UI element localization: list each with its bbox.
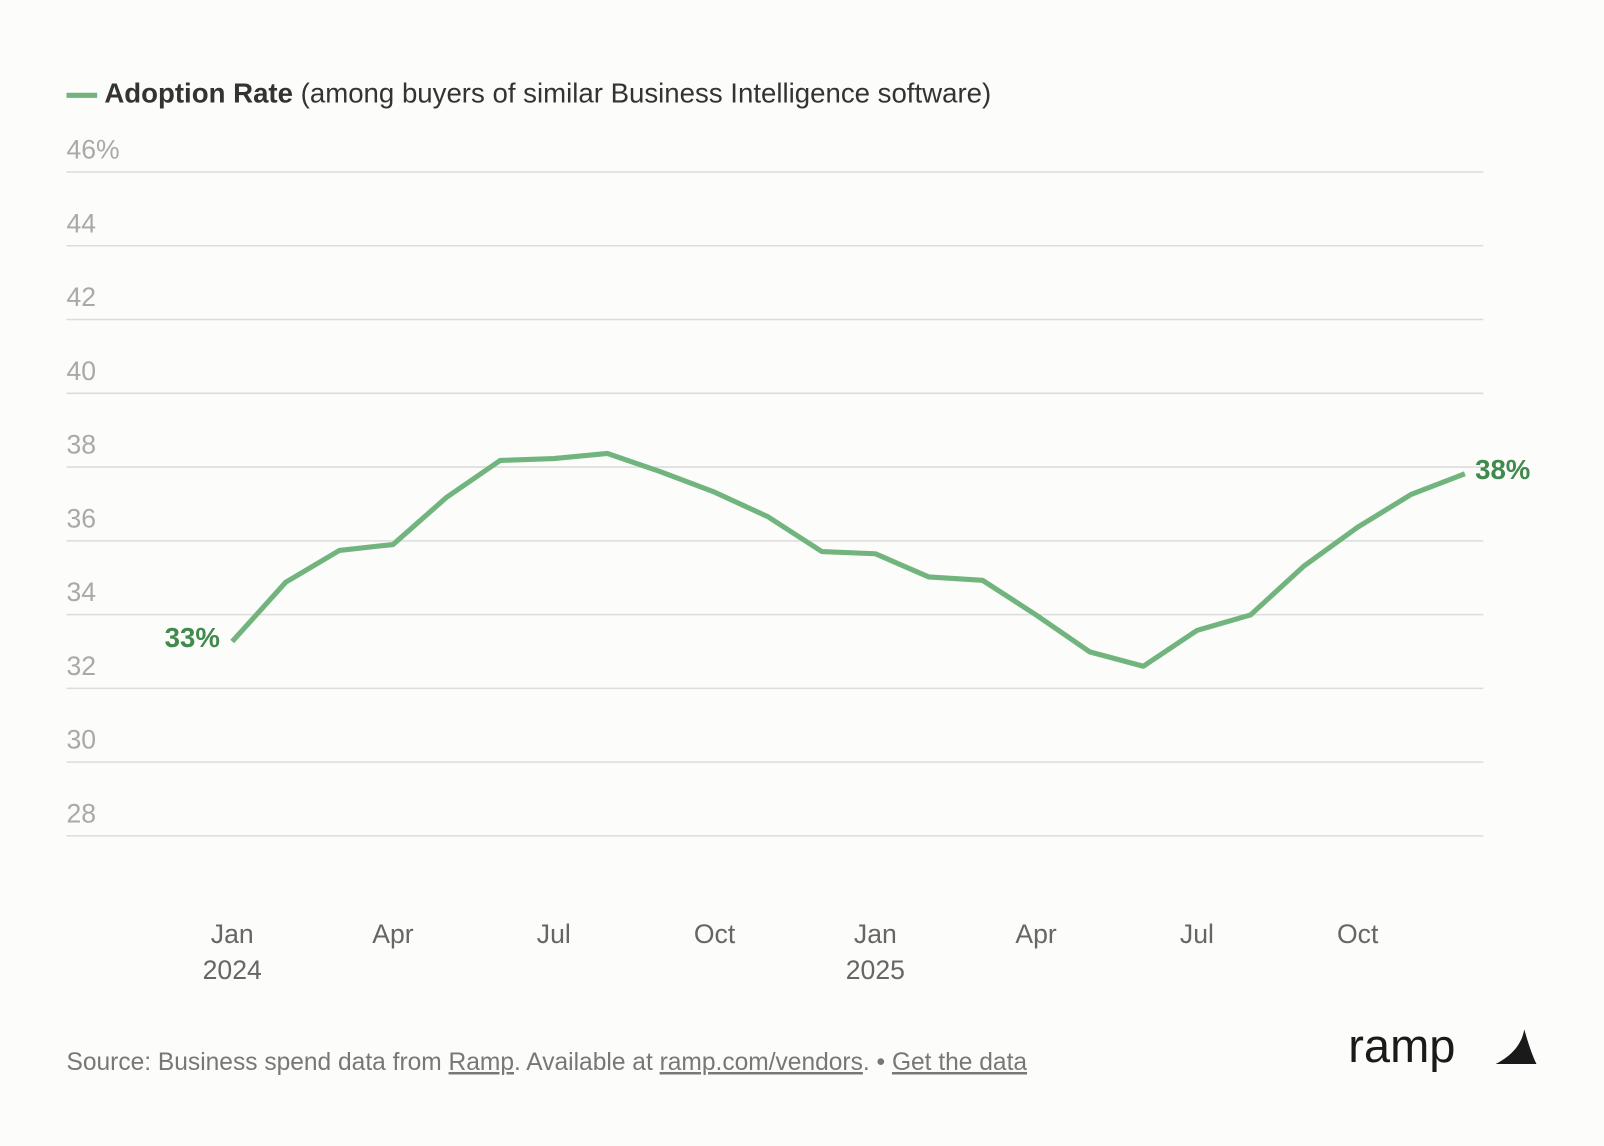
footer-link[interactable]: Get the data	[892, 1050, 1027, 1077]
x-tick-label-line: Jan	[854, 919, 897, 949]
x-tick-label: Apr	[372, 919, 414, 949]
legend-label: Adoption Rate	[104, 78, 293, 109]
y-tick-label: 28	[66, 798, 96, 828]
footer-link[interactable]: ramp.com/vendors	[660, 1050, 863, 1077]
x-tick-label-line: Oct	[694, 919, 736, 949]
x-tick-label: Jul	[537, 919, 571, 949]
legend: Adoption Rate (among buyers of similar B…	[104, 78, 991, 109]
x-tick-label-line: Apr	[372, 919, 414, 949]
y-tick-label: 30	[66, 725, 96, 755]
footer-text: Source: Business spend data from	[66, 1050, 448, 1077]
x-tick-label-line: Apr	[1015, 919, 1057, 949]
value-label: 38%	[1475, 454, 1530, 485]
y-tick-label: 34	[66, 577, 96, 607]
y-tick-label: 38	[66, 430, 96, 460]
x-tick-label: Jul	[1180, 919, 1214, 949]
logo-icon	[1495, 1029, 1537, 1065]
y-tick-label: 36	[66, 503, 96, 533]
x-tick-label: Oct	[694, 919, 736, 949]
x-tick-label: Apr	[1015, 919, 1057, 949]
x-tick-label-line: 2024	[203, 955, 262, 985]
y-tick-label: 42	[66, 282, 96, 312]
y-tick-label: 32	[66, 651, 96, 681]
x-tick-label-line: Jul	[1180, 919, 1214, 949]
x-tick-label-line: Jan	[211, 919, 254, 949]
x-tick-label: Jan 2024	[203, 919, 262, 985]
y-tick-label: 40	[66, 356, 96, 386]
x-tick-label-line: 2025	[846, 955, 905, 985]
x-tick-label: Jan 2025	[846, 919, 905, 985]
footer-text: . Available at	[514, 1050, 660, 1077]
footer: Source: Business spend data from Ramp. A…	[66, 1050, 1027, 1077]
x-tick-label-line: Jul	[537, 919, 571, 949]
value-label: 33%	[165, 622, 220, 653]
x-tick-label-line: Oct	[1337, 919, 1379, 949]
y-tick-label: 44	[66, 208, 96, 238]
logo: ramp	[1348, 1019, 1455, 1072]
legend-note: (among buyers of similar Business Intell…	[301, 78, 992, 109]
y-tick-label: 46%	[66, 135, 119, 165]
footer-link[interactable]: Ramp	[449, 1050, 514, 1077]
footer-text: . •	[863, 1050, 892, 1077]
x-tick-label: Oct	[1337, 919, 1379, 949]
line	[230, 450, 1466, 669]
